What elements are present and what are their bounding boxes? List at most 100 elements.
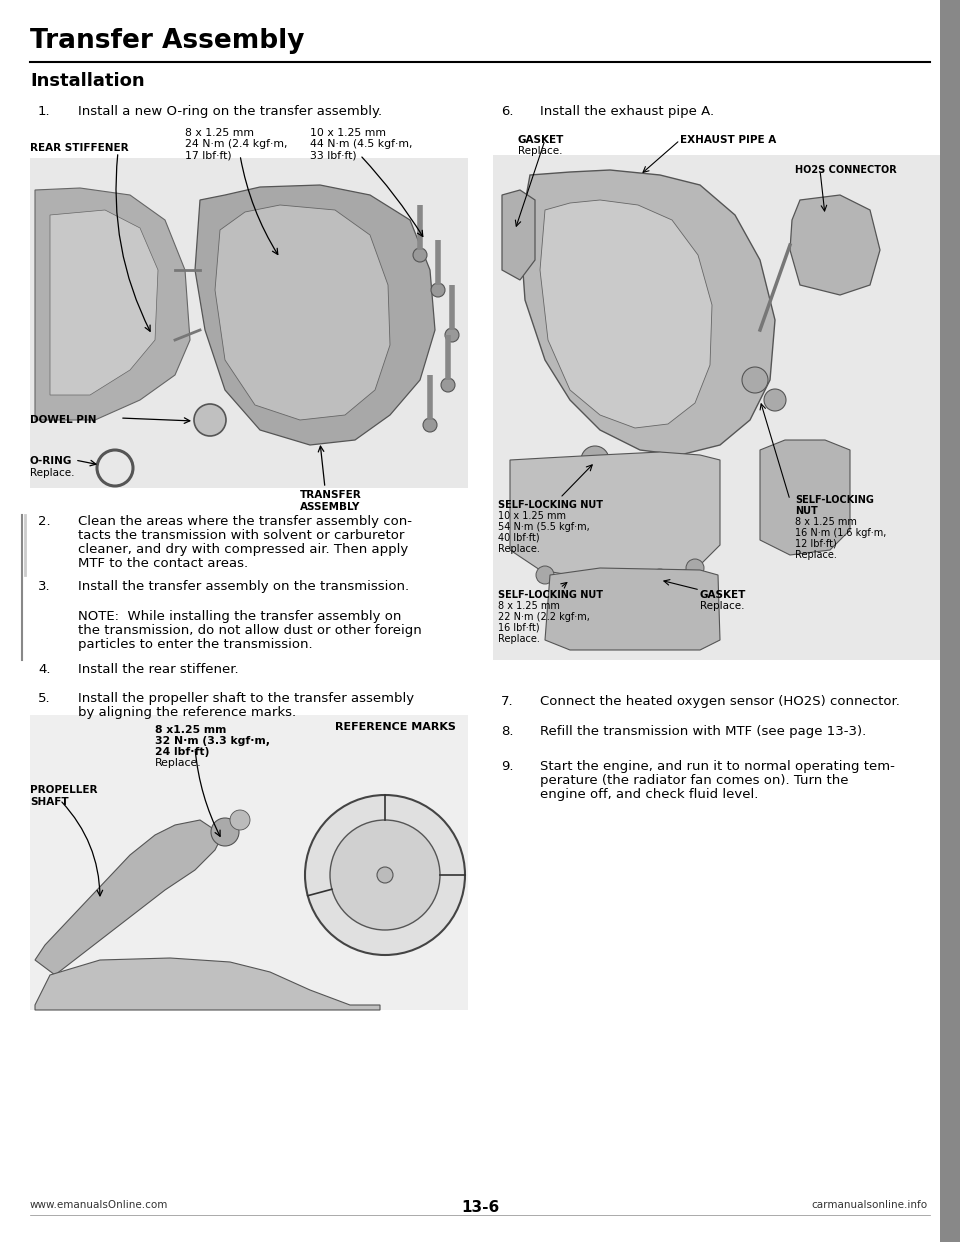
Circle shape <box>305 795 465 955</box>
Polygon shape <box>790 195 880 296</box>
Text: GASKET: GASKET <box>700 590 746 600</box>
Text: Install the exhaust pipe A.: Install the exhaust pipe A. <box>540 106 714 118</box>
Text: 44 N·m (4.5 kgf·m,: 44 N·m (4.5 kgf·m, <box>310 139 413 149</box>
Text: 8 x 1.25 mm: 8 x 1.25 mm <box>795 517 857 527</box>
Text: Replace.: Replace. <box>155 758 202 768</box>
Text: by aligning the reference marks.: by aligning the reference marks. <box>78 705 296 719</box>
Text: Replace.: Replace. <box>795 550 837 560</box>
Text: Install the transfer assembly on the transmission.: Install the transfer assembly on the tra… <box>78 580 409 592</box>
Text: Install the propeller shaft to the transfer assembly: Install the propeller shaft to the trans… <box>78 692 414 705</box>
Circle shape <box>611 573 629 591</box>
Text: NUT: NUT <box>795 505 818 515</box>
Text: engine off, and check fluid level.: engine off, and check fluid level. <box>540 787 758 801</box>
Text: 2.: 2. <box>38 515 51 528</box>
Text: 40 lbf·ft): 40 lbf·ft) <box>498 533 540 543</box>
Text: Install a new O-ring on the transfer assembly.: Install a new O-ring on the transfer ass… <box>78 106 382 118</box>
Polygon shape <box>545 568 720 650</box>
Circle shape <box>651 569 669 587</box>
Text: Start the engine, and run it to normal operating tem-: Start the engine, and run it to normal o… <box>540 760 895 773</box>
Text: DOWEL PIN: DOWEL PIN <box>30 415 97 425</box>
Polygon shape <box>35 188 190 420</box>
Text: 8 x 1.25 mm: 8 x 1.25 mm <box>185 128 254 138</box>
Text: 13-6: 13-6 <box>461 1200 499 1215</box>
Text: GASKET: GASKET <box>518 135 564 145</box>
Bar <box>30 715 468 1010</box>
Circle shape <box>603 468 627 492</box>
Text: 22 N·m (2.2 kgf·m,: 22 N·m (2.2 kgf·m, <box>498 612 589 622</box>
Text: Installation: Installation <box>30 72 145 89</box>
Text: 16 N·m (1.6 kgf·m,: 16 N·m (1.6 kgf·m, <box>795 528 886 538</box>
Polygon shape <box>215 205 390 420</box>
Text: 5.: 5. <box>38 692 51 705</box>
Text: Transfer Assembly: Transfer Assembly <box>30 29 304 53</box>
Text: 8 x1.25 mm: 8 x1.25 mm <box>155 725 227 735</box>
Circle shape <box>536 566 554 584</box>
Text: EXHAUST PIPE A: EXHAUST PIPE A <box>680 135 777 145</box>
Circle shape <box>211 818 239 846</box>
Circle shape <box>742 366 768 392</box>
Polygon shape <box>540 200 712 428</box>
Text: MTF to the contact areas.: MTF to the contact areas. <box>78 556 248 570</box>
Text: Refill the transmission with MTF (see page 13-3).: Refill the transmission with MTF (see pa… <box>540 725 866 738</box>
Text: O-RING: O-RING <box>30 456 72 466</box>
Text: 4.: 4. <box>38 663 51 676</box>
Text: 10 x 1.25 mm: 10 x 1.25 mm <box>498 510 566 520</box>
Text: particles to enter the transmission.: particles to enter the transmission. <box>78 638 313 651</box>
Text: 32 N·m (3.3 kgf·m,: 32 N·m (3.3 kgf·m, <box>155 737 270 746</box>
Text: Replace.: Replace. <box>498 633 540 645</box>
Text: Clean the areas where the transfer assembly con-: Clean the areas where the transfer assem… <box>78 515 412 528</box>
Polygon shape <box>760 440 850 555</box>
Text: 8.: 8. <box>501 725 514 738</box>
Text: the transmission, do not allow dust or other foreign: the transmission, do not allow dust or o… <box>78 623 421 637</box>
Circle shape <box>423 419 437 432</box>
Text: 8 x 1.25 mm: 8 x 1.25 mm <box>498 601 560 611</box>
Text: REAR STIFFENER: REAR STIFFENER <box>30 143 129 153</box>
Text: 7.: 7. <box>501 696 514 708</box>
Polygon shape <box>50 210 158 395</box>
Circle shape <box>431 283 445 297</box>
Circle shape <box>764 389 786 411</box>
Circle shape <box>194 404 226 436</box>
Polygon shape <box>195 185 435 445</box>
Text: www.emanualsOnline.com: www.emanualsOnline.com <box>30 1200 168 1210</box>
Text: 9.: 9. <box>501 760 514 773</box>
Polygon shape <box>35 820 220 975</box>
Text: Replace.: Replace. <box>498 544 540 554</box>
Circle shape <box>585 491 605 510</box>
Text: PROPELLER: PROPELLER <box>30 785 98 795</box>
Text: SELF-LOCKING NUT: SELF-LOCKING NUT <box>498 590 603 600</box>
Text: HO2S CONNECTOR: HO2S CONNECTOR <box>795 165 897 175</box>
Bar <box>493 155 940 660</box>
Text: Replace.: Replace. <box>700 601 745 611</box>
Circle shape <box>581 446 609 474</box>
Text: 3.: 3. <box>38 580 51 592</box>
Text: 16 lbf·ft): 16 lbf·ft) <box>498 623 540 633</box>
Text: carmanualsonline.info: carmanualsonline.info <box>812 1200 928 1210</box>
Text: perature (the radiator fan comes on). Turn the: perature (the radiator fan comes on). Tu… <box>540 774 849 787</box>
Text: Replace.: Replace. <box>518 147 563 156</box>
Text: 54 N·m (5.5 kgf·m,: 54 N·m (5.5 kgf·m, <box>498 522 589 532</box>
Polygon shape <box>510 452 720 580</box>
Text: Install the rear stiffener.: Install the rear stiffener. <box>78 663 239 676</box>
Text: 17 lbf·ft): 17 lbf·ft) <box>185 150 231 160</box>
Text: 1.: 1. <box>38 106 51 118</box>
Circle shape <box>377 867 393 883</box>
Text: 12 lbf·ft): 12 lbf·ft) <box>795 539 837 549</box>
Bar <box>940 0 960 1242</box>
Text: 24 lbf·ft): 24 lbf·ft) <box>155 746 209 758</box>
Text: SELF-LOCKING NUT: SELF-LOCKING NUT <box>498 501 603 510</box>
Text: Connect the heated oxygen sensor (HO2S) connector.: Connect the heated oxygen sensor (HO2S) … <box>540 696 900 708</box>
Text: tacts the transmission with solvent or carburetor: tacts the transmission with solvent or c… <box>78 529 404 542</box>
Circle shape <box>413 248 427 262</box>
Circle shape <box>230 810 250 830</box>
Circle shape <box>330 820 440 930</box>
Text: Replace.: Replace. <box>30 468 75 478</box>
Text: 33 lbf·ft): 33 lbf·ft) <box>310 150 356 160</box>
Text: cleaner, and dry with compressed air. Then apply: cleaner, and dry with compressed air. Th… <box>78 543 408 556</box>
Text: 10 x 1.25 mm: 10 x 1.25 mm <box>310 128 386 138</box>
Circle shape <box>445 328 459 342</box>
Text: SELF-LOCKING: SELF-LOCKING <box>795 496 874 505</box>
Text: SHAFT: SHAFT <box>30 797 68 807</box>
Text: ASSEMBLY: ASSEMBLY <box>300 502 360 512</box>
Bar <box>30 158 468 488</box>
